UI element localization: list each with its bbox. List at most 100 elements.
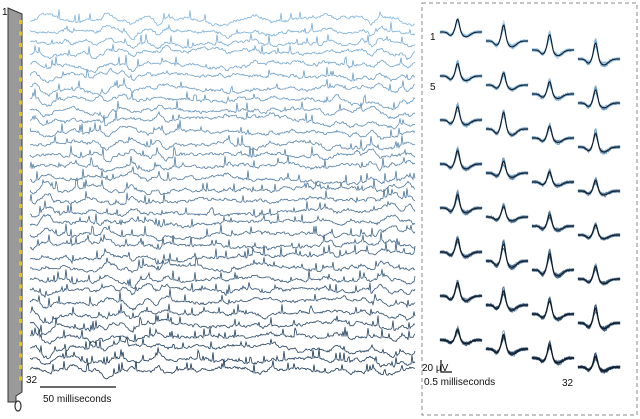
waveform-sample	[485, 22, 529, 50]
waveform-sample	[439, 193, 483, 215]
waveform-sample	[577, 223, 621, 241]
waveform-sample	[577, 267, 621, 286]
waveform-sample	[485, 25, 529, 49]
waveform-sample	[485, 239, 529, 269]
waveform-sample	[485, 27, 529, 48]
waveform-sample	[577, 176, 621, 198]
waveform-sample	[531, 124, 574, 145]
waveform-scale-bar	[440, 360, 452, 373]
waveform-sample	[578, 307, 621, 330]
waveform-sample	[485, 290, 529, 312]
waveform-sample	[439, 237, 483, 259]
waveform-sample	[531, 343, 575, 365]
waveform-sample	[485, 240, 529, 271]
waveform-sample	[577, 84, 621, 111]
waveform-sample	[485, 203, 529, 223]
waveform-sample	[577, 86, 621, 111]
trace	[29, 67, 416, 84]
waveform-sample	[485, 157, 529, 181]
waveform-sample	[531, 30, 575, 58]
waveform-sample	[485, 287, 529, 313]
trace	[29, 242, 416, 266]
waveform-sample	[439, 17, 483, 38]
waveform-mean	[440, 281, 482, 302]
waveform-sample	[439, 18, 483, 39]
time-scale-label: 50 milliseconds	[43, 394, 111, 405]
waveform-sample	[485, 333, 529, 356]
waveform-sample	[577, 177, 621, 197]
probe-pad	[19, 146, 22, 151]
waveform-sample	[577, 353, 621, 373]
trace	[29, 312, 416, 336]
trace	[29, 88, 416, 111]
probe-pad	[19, 192, 22, 197]
waveform-sample	[577, 304, 621, 332]
waveform-sample	[485, 289, 529, 313]
waveform-time-label: 0.5 milliseconds	[424, 377, 495, 388]
trace	[29, 282, 416, 298]
waveform-sample	[531, 249, 575, 279]
waveform-sample	[485, 71, 529, 92]
waveform-sample	[485, 159, 529, 180]
waveform-sample	[485, 239, 529, 270]
waveform-mean	[578, 42, 620, 66]
trace	[29, 155, 416, 173]
waveform-sample	[577, 177, 621, 199]
waveform-sample	[485, 291, 529, 312]
waveform-mean	[440, 18, 482, 38]
waveform-sample	[485, 73, 528, 91]
waveform-sample	[439, 324, 483, 347]
waveform-sample	[439, 21, 483, 38]
waveform-sample	[531, 169, 575, 188]
probe-pad	[19, 158, 22, 162]
probe-pad	[19, 112, 22, 116]
waveform-sample	[531, 212, 575, 232]
waveform-sample	[485, 157, 529, 181]
waveform-sample	[577, 308, 621, 330]
waveform-sample	[577, 264, 621, 285]
waveform-sample	[577, 223, 621, 242]
waveform-sample	[531, 124, 575, 145]
waveform-mean	[578, 89, 620, 109]
waveform-sample	[439, 145, 483, 172]
waveform-sample	[531, 297, 575, 321]
waveform-sample	[439, 148, 483, 171]
waveform-sample	[577, 304, 621, 332]
waveform-sample	[485, 72, 529, 92]
waveform-sample	[439, 104, 483, 129]
waveform-sample	[439, 279, 483, 304]
waveform-sample	[485, 242, 529, 270]
waveform-sample	[485, 156, 529, 181]
waveform-mean	[440, 106, 482, 126]
trace	[29, 358, 416, 380]
waveform-sample	[577, 89, 621, 110]
waveform-sample	[531, 77, 575, 101]
waveform-sample	[531, 342, 575, 366]
waveform-sample	[531, 298, 574, 321]
trace	[29, 135, 416, 152]
waveform-sample	[531, 80, 575, 100]
waveform-sample	[485, 240, 529, 270]
waveform-sample	[577, 128, 621, 155]
probe-pad	[19, 307, 22, 312]
waveform-sample	[485, 244, 529, 269]
waveform-sample	[485, 203, 529, 224]
probe-pad	[19, 215, 22, 220]
waveform-sample	[577, 224, 621, 241]
waveform-sample	[577, 39, 621, 67]
waveform-sample	[439, 101, 483, 128]
waveform-sample	[439, 58, 483, 84]
waveform-sample	[578, 85, 621, 110]
trace	[29, 213, 416, 229]
trace	[29, 177, 416, 196]
waveform-sample	[439, 283, 483, 302]
probe-pad	[19, 261, 22, 266]
waveform-sample	[531, 250, 575, 278]
probe	[7, 7, 23, 412]
waveform-sample	[439, 106, 483, 127]
waveform-sample	[531, 210, 575, 233]
waveform-sample	[577, 353, 621, 374]
waveform-mean	[440, 238, 482, 258]
waveform-sample	[577, 262, 621, 287]
waveform-sample	[531, 252, 575, 278]
